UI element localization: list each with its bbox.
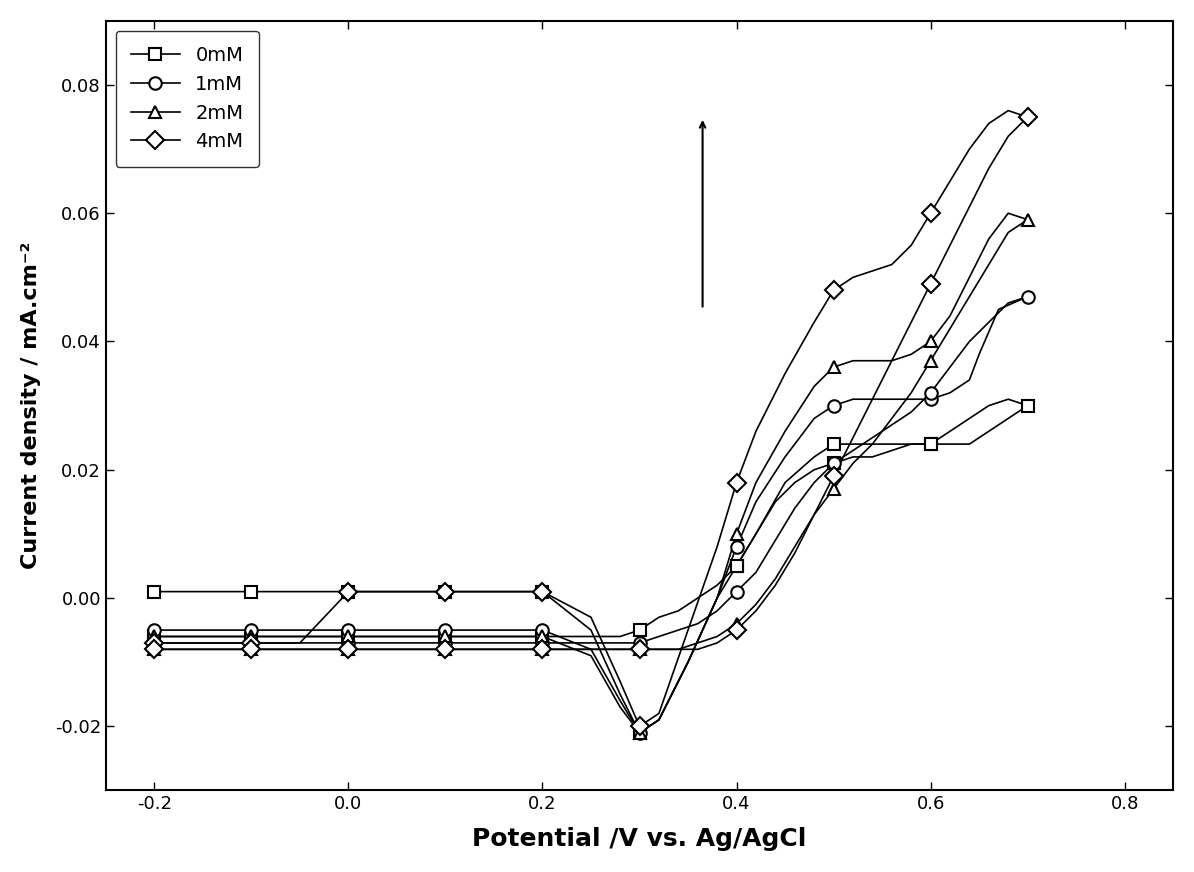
Legend: 0mM, 1mM, 2mM, 4mM: 0mM, 1mM, 2mM, 4mM — [116, 31, 259, 167]
Y-axis label: Current density / mA.cm⁻²: Current density / mA.cm⁻² — [20, 242, 41, 569]
X-axis label: Potential /V vs. Ag/AgCl: Potential /V vs. Ag/AgCl — [473, 828, 807, 851]
